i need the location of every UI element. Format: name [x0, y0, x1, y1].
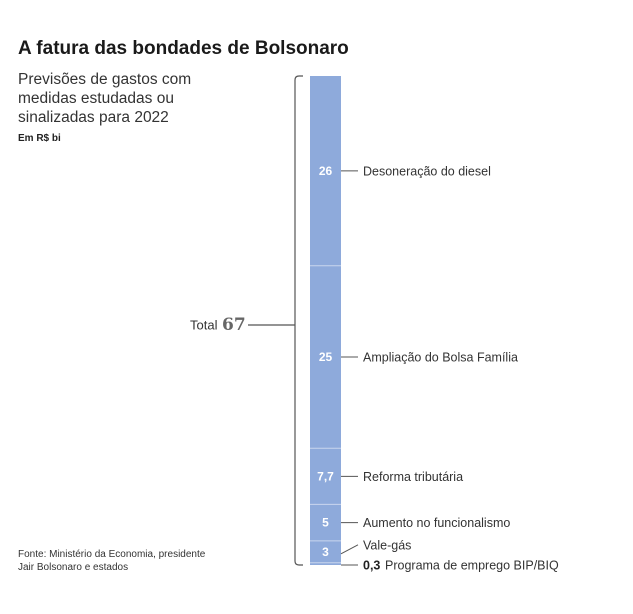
segment-value-label: 3: [322, 545, 329, 559]
unit-label: Em R$ bi: [18, 133, 61, 144]
segment-value-label: 7,7: [317, 469, 334, 483]
category-labels: 26 Desoneração do diesel 25 Ampliação do Bo…: [317, 164, 559, 573]
total-label: Total: [190, 318, 218, 333]
bar-segment: [310, 265, 341, 449]
total-bracket: [294, 75, 303, 566]
category-label: Reforma tributária: [363, 470, 463, 484]
bar-segment: [310, 540, 341, 563]
segment-value-label: 5: [322, 516, 329, 530]
bar-segment: [310, 504, 341, 541]
source-note: Fonte: Ministério da Economia, president…: [18, 549, 206, 573]
leader-line: [340, 544, 359, 555]
segment-value-label: 0,3: [363, 559, 380, 573]
category-label: Programa de emprego BIP/BIQ: [385, 559, 559, 573]
chart-title: A fatura das bondades de Bolsonaro: [18, 38, 349, 59]
bar-segment: [310, 76, 341, 266]
total-annotation: Total 67: [190, 315, 295, 335]
category-label: Vale-gás: [363, 538, 411, 552]
category-label: Ampliação do Bolsa Família: [363, 350, 518, 364]
bar-segment: [310, 448, 341, 505]
bar-segments: [310, 76, 341, 565]
segment-value-label: 26: [319, 164, 333, 178]
segment-value-label: 25: [319, 350, 333, 364]
bar-segment: [310, 562, 341, 565]
bracket-line: [294, 75, 303, 566]
chart-subtitle: Previsões de gastos com medidas estudada…: [18, 71, 192, 126]
total-value: 67: [222, 315, 246, 335]
category-label: Aumento no funcionalismo: [363, 516, 510, 530]
category-label: Desoneração do diesel: [363, 164, 491, 178]
